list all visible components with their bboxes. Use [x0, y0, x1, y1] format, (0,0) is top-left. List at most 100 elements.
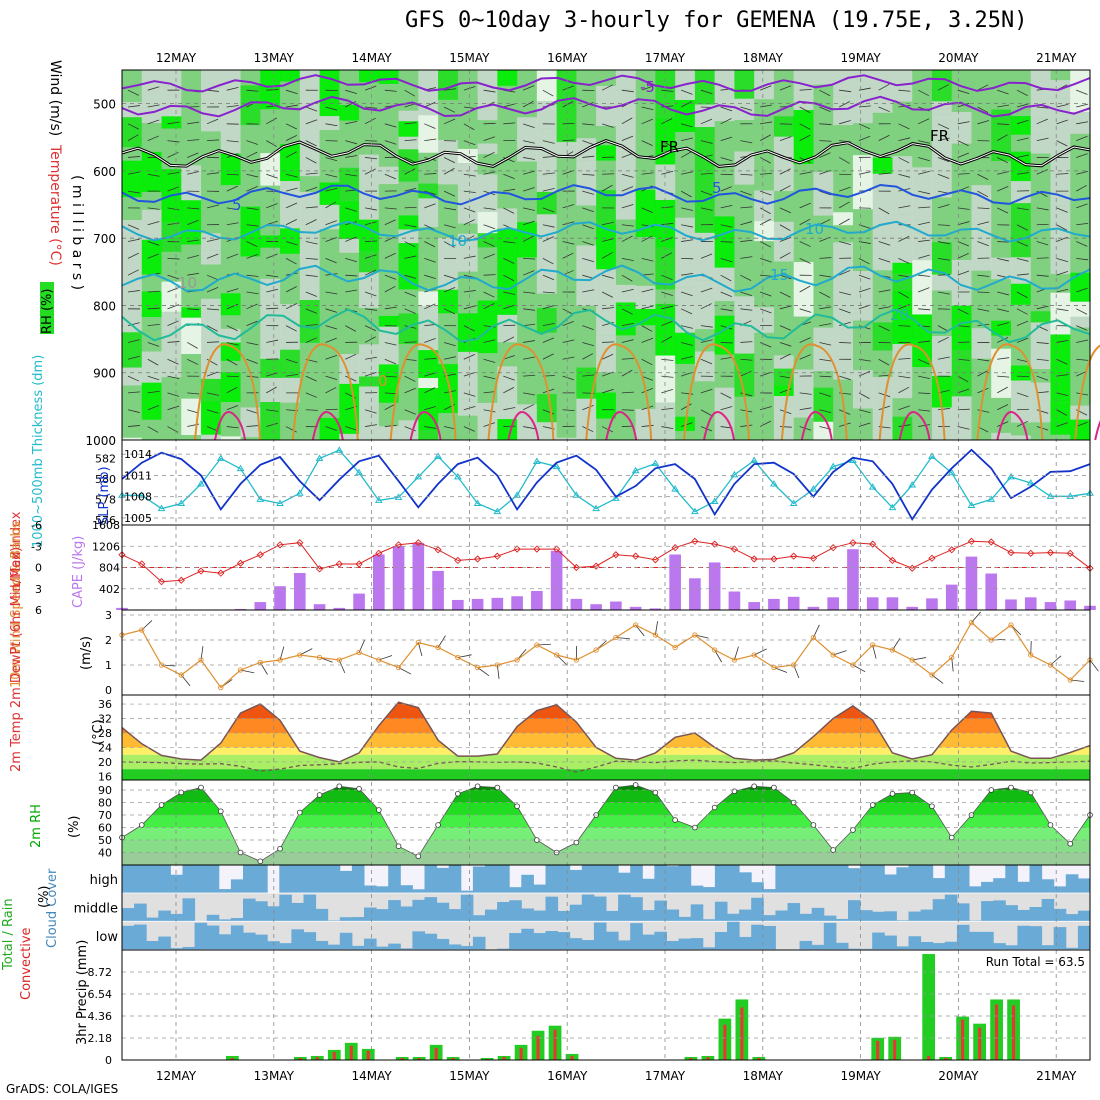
li-tick: -6 — [31, 519, 42, 532]
rh-cell — [181, 307, 202, 318]
rh-cell — [734, 237, 755, 286]
li-point — [888, 556, 897, 565]
wind-barb — [760, 104, 773, 108]
wind-barb — [206, 286, 219, 293]
cloud-fill-low — [533, 933, 546, 950]
thickness-point — [177, 499, 186, 506]
rh-cell — [280, 415, 301, 440]
rh-cell — [438, 237, 459, 290]
wind10m-panel — [119, 611, 1099, 691]
rh-cell — [1050, 402, 1071, 435]
wind-barb — [147, 290, 160, 293]
wind-barb — [424, 303, 436, 310]
cloud-fill-low — [521, 928, 534, 950]
cloud-fill-high — [182, 865, 196, 894]
rh-cell — [615, 219, 637, 256]
rh-cell — [339, 70, 360, 106]
wind10m-point — [356, 649, 362, 656]
rh-cell — [359, 251, 380, 273]
rh-cell — [615, 89, 637, 144]
rh-cell — [141, 382, 163, 420]
li-point — [967, 537, 976, 545]
rh-cell — [240, 288, 261, 335]
wind-barb — [740, 140, 753, 144]
wind-barb — [305, 324, 318, 327]
cloud-fill-high — [920, 865, 934, 894]
wind-barb — [305, 308, 318, 314]
rh2m-point — [415, 853, 422, 860]
wind-barb — [483, 253, 495, 259]
cloud-fill-high — [303, 865, 317, 894]
wind-barb — [601, 84, 614, 91]
rh-cell — [536, 280, 558, 294]
wind-barb — [503, 387, 515, 394]
wind-barb — [246, 140, 259, 145]
rh-cell — [497, 269, 518, 315]
precip-conv-bar — [315, 1056, 319, 1060]
wind-barb — [345, 426, 357, 431]
cloud-fill-low — [835, 942, 849, 950]
rh-cell — [122, 117, 143, 148]
wind-barb — [740, 173, 753, 176]
cloud-fill-middle — [303, 894, 317, 922]
wind-barb — [1056, 140, 1068, 147]
cloud-fill-middle — [606, 910, 619, 922]
rh2m-point — [1047, 822, 1054, 828]
wind-barb — [997, 357, 1010, 360]
cloud-fill-high — [376, 886, 389, 894]
wind-barb — [621, 274, 633, 282]
cloud-fill-low — [581, 940, 595, 950]
rh-cell — [497, 118, 518, 155]
rh2m-point — [810, 822, 817, 828]
wind-barb — [819, 89, 831, 97]
cape-bar — [906, 606, 919, 610]
rh-cell — [1010, 116, 1032, 135]
wind-barb — [937, 291, 950, 295]
cloud-fill-low — [146, 940, 159, 950]
cape-bar — [1005, 599, 1017, 610]
cloud-fill-middle — [642, 910, 655, 922]
wind10m-point — [613, 634, 619, 641]
wind-barb — [582, 289, 595, 293]
wind-barb — [858, 288, 871, 293]
wind-barb — [147, 241, 160, 246]
thk-tick: 582 — [95, 452, 116, 465]
wind-barb — [760, 257, 772, 263]
precip-conv-bar — [553, 1029, 557, 1060]
li-point — [434, 546, 442, 554]
rh-cell — [517, 117, 538, 162]
wind-barb — [839, 342, 852, 344]
wind10m-point — [376, 657, 382, 663]
precip-conv-bar — [400, 1057, 404, 1060]
cloud-fill-low — [969, 931, 982, 950]
wind-barb — [167, 121, 180, 125]
rh-cell — [615, 381, 637, 428]
wind-barb — [1036, 375, 1049, 381]
contour-25 — [487, 343, 555, 441]
rh-cell — [201, 250, 222, 265]
cloud-fill-middle — [230, 917, 244, 922]
wind-barb — [384, 236, 396, 242]
rh-cell — [991, 335, 1012, 349]
wind-barb — [246, 320, 258, 327]
wind-barb — [1076, 358, 1089, 361]
cape-bar — [629, 606, 642, 610]
cape-bar — [768, 598, 780, 610]
rh-cell — [991, 239, 1012, 258]
precip-conv-bar — [298, 1057, 302, 1060]
rh-cell — [635, 131, 656, 172]
rh-cell — [220, 372, 242, 403]
cloud-level-low: low — [96, 930, 119, 945]
wind-barb — [661, 291, 673, 297]
wind-barb — [226, 105, 239, 108]
cloud-fill-low — [339, 932, 353, 950]
rh-cell — [280, 99, 301, 121]
cloud-fill-middle — [690, 904, 704, 922]
wind-barb — [542, 207, 555, 213]
wind-barb — [147, 173, 160, 177]
wind-barb — [1076, 325, 1088, 331]
wind-barb — [680, 151, 692, 158]
cape-bar — [491, 597, 504, 610]
li-point — [829, 544, 837, 552]
rh-cell — [536, 239, 558, 281]
